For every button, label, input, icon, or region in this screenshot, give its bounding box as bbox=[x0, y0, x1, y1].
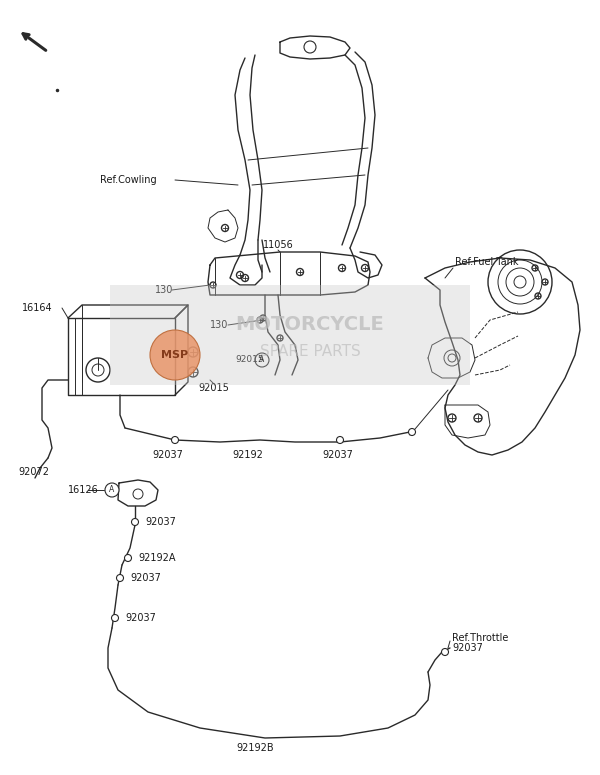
Text: MSP: MSP bbox=[161, 350, 188, 360]
Text: 92037: 92037 bbox=[145, 517, 176, 527]
Text: 92192A: 92192A bbox=[138, 553, 176, 563]
Text: 92192B: 92192B bbox=[236, 743, 274, 753]
Text: A: A bbox=[259, 356, 265, 364]
Circle shape bbox=[255, 353, 269, 367]
Text: 130: 130 bbox=[155, 285, 173, 295]
Text: 92037: 92037 bbox=[125, 613, 156, 623]
Text: 16164: 16164 bbox=[22, 303, 53, 313]
Text: 11056: 11056 bbox=[263, 240, 293, 250]
Circle shape bbox=[172, 436, 179, 443]
Text: 92015: 92015 bbox=[198, 383, 229, 393]
Circle shape bbox=[112, 615, 119, 622]
Text: Ref.Throttle: Ref.Throttle bbox=[452, 633, 508, 643]
Text: 92015: 92015 bbox=[235, 356, 263, 364]
Circle shape bbox=[125, 554, 131, 562]
Circle shape bbox=[337, 436, 343, 443]
Text: 92072: 92072 bbox=[18, 467, 49, 477]
Circle shape bbox=[150, 330, 200, 380]
Text: 130: 130 bbox=[210, 320, 229, 330]
Circle shape bbox=[131, 518, 139, 525]
Text: 16126: 16126 bbox=[68, 485, 99, 495]
Text: 92037: 92037 bbox=[323, 450, 353, 460]
Circle shape bbox=[116, 574, 124, 581]
Text: 92037: 92037 bbox=[130, 573, 161, 583]
Text: SPARE PARTS: SPARE PARTS bbox=[260, 345, 361, 360]
Text: A: A bbox=[109, 485, 115, 494]
Text: Ref.Cowling: Ref.Cowling bbox=[100, 175, 157, 185]
Circle shape bbox=[442, 649, 449, 656]
Bar bbox=[110, 285, 470, 385]
Text: MOTORCYCLE: MOTORCYCLE bbox=[236, 315, 385, 335]
Text: Ref.Fuel Tank: Ref.Fuel Tank bbox=[455, 257, 518, 267]
Text: 92037: 92037 bbox=[452, 643, 483, 653]
Circle shape bbox=[409, 429, 415, 436]
Circle shape bbox=[105, 483, 119, 497]
Text: 92037: 92037 bbox=[152, 450, 184, 460]
Text: 92192: 92192 bbox=[233, 450, 263, 460]
